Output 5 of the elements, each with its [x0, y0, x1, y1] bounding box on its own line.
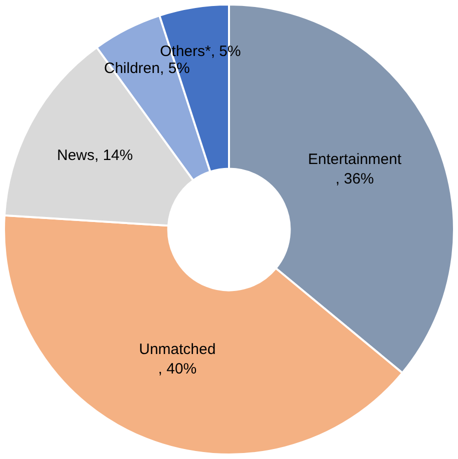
- slice-label: Entertainment: [308, 151, 402, 168]
- slice-label: News, 14%: [57, 147, 133, 164]
- data-label: , 40%: [158, 360, 197, 378]
- data-label: , 36%: [336, 170, 374, 188]
- slice-label: Unmatched: [139, 341, 216, 358]
